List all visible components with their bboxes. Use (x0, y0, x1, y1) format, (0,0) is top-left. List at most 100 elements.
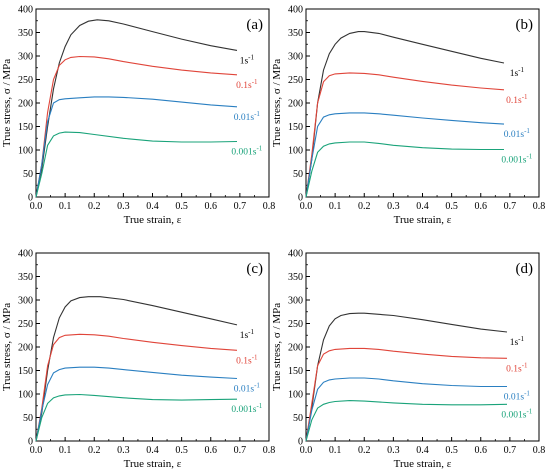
x-tick-label: 0.4 (146, 445, 159, 456)
y-tick-label: 50 (293, 169, 303, 180)
series-label: 1s-1 (240, 53, 255, 66)
series-label: 0.1s-1 (236, 78, 258, 91)
x-tick-label: 0.7 (504, 445, 517, 456)
series-line (305, 347, 508, 442)
chart-panel-2: 0.0 0.1 0.2 0.3 0.4 0.5 0.6 0.7 0.8 0 50 100 150 200 2… (271, 5, 545, 227)
x-tick-label: 0.2 (88, 201, 101, 212)
x-tick-label: 0.8 (263, 201, 276, 212)
x-tick-label: 0.2 (358, 445, 371, 456)
y-tick-label: 400 (288, 5, 303, 16)
series-label: 0.01s-1 (234, 381, 261, 394)
x-tick-label: 0.8 (533, 201, 546, 212)
x-axis-title: True strain, ε (124, 458, 182, 470)
series-label: 0.001s-1 (501, 407, 532, 420)
y-tick-label: 0 (28, 193, 33, 204)
y-tick-label: 300 (18, 52, 33, 63)
x-tick-label: 0.0 (30, 201, 43, 212)
x-tick-label: 0.5 (445, 445, 458, 456)
y-tick-label: 300 (288, 52, 303, 63)
series-line (305, 31, 505, 198)
series-line (35, 131, 238, 198)
series-line (35, 19, 238, 198)
plot-frame (35, 8, 270, 198)
series-label: 0.1s-1 (506, 361, 528, 374)
x-tick-label: 0.0 (300, 201, 313, 212)
plot-frame (305, 8, 540, 198)
y-tick-label: 300 (18, 296, 33, 307)
x-tick-label: 0.4 (146, 201, 159, 212)
x-tick-label: 0.3 (387, 201, 400, 212)
x-tick-label: 0.6 (475, 445, 488, 456)
y-tick-label: 100 (288, 390, 303, 401)
y-tick-label: 350 (288, 272, 303, 283)
x-tick-label: 0.6 (475, 201, 488, 212)
x-tick-label: 0.6 (205, 445, 218, 456)
y-tick-label: 200 (288, 343, 303, 354)
x-tick-label: 0.0 (300, 445, 313, 456)
x-tick-label: 0.7 (234, 201, 247, 212)
y-tick-label: 50 (293, 413, 303, 424)
series-line (305, 72, 505, 198)
series-label: 1s-1 (510, 66, 525, 79)
series-label: 0.001s-1 (231, 145, 262, 158)
y-tick-label: 200 (288, 99, 303, 110)
series-line (35, 96, 238, 198)
series-label: 1s-1 (240, 328, 255, 341)
x-tick-label: 0.1 (329, 445, 342, 456)
x-tick-label: 0.1 (59, 201, 72, 212)
series-line (35, 296, 238, 442)
chart-panel-1: 0.0 0.1 0.2 0.3 0.4 0.5 0.6 0.7 0.8 0 50 100 150 200 2… (1, 5, 275, 227)
panel-label: (b) (516, 17, 534, 33)
series-label: 0.001s-1 (501, 153, 532, 166)
x-tick-label: 0.1 (59, 445, 72, 456)
series-line (305, 400, 508, 442)
x-tick-label: 0.4 (416, 445, 429, 456)
x-axis-title: True strain, ε (394, 214, 452, 226)
chart-panel-4: 0.0 0.1 0.2 0.3 0.4 0.5 0.6 0.7 0.8 0 50 100 150 200 2… (271, 249, 545, 471)
series-label: 0.1s-1 (506, 93, 528, 106)
y-tick-label: 250 (288, 319, 303, 330)
y-tick-label: 50 (23, 413, 33, 424)
x-tick-label: 0.3 (117, 201, 130, 212)
series-line (35, 366, 238, 442)
x-tick-label: 0.5 (175, 445, 188, 456)
y-tick-label: 350 (18, 28, 33, 39)
series-label: 0.001s-1 (231, 402, 262, 415)
chart-panel-3: 0.0 0.1 0.2 0.3 0.4 0.5 0.6 0.7 0.8 0 50 100 150 200 2… (1, 249, 275, 471)
y-tick-label: 100 (288, 146, 303, 157)
x-tick-label: 0.5 (445, 201, 458, 212)
y-tick-label: 150 (18, 122, 33, 133)
y-tick-label: 150 (18, 366, 33, 377)
x-tick-label: 0.0 (30, 445, 43, 456)
y-tick-label: 0 (28, 437, 33, 448)
y-tick-label: 400 (18, 5, 33, 16)
x-tick-label: 0.5 (175, 201, 188, 212)
series-line (305, 377, 507, 442)
y-tick-label: 50 (23, 169, 33, 180)
series-line (35, 333, 238, 442)
y-tick-label: 250 (18, 75, 33, 86)
y-tick-label: 0 (298, 437, 303, 448)
x-tick-label: 0.2 (358, 201, 371, 212)
series-line (35, 55, 238, 198)
y-tick-label: 300 (288, 296, 303, 307)
panel-label: (a) (246, 17, 263, 33)
x-tick-label: 0.3 (387, 445, 400, 456)
y-tick-label: 400 (288, 249, 303, 260)
y-tick-label: 350 (288, 28, 303, 39)
y-axis-title: True stress, σ / MPa (271, 303, 283, 391)
series-label: 0.01s-1 (504, 127, 531, 140)
y-tick-label: 250 (288, 75, 303, 86)
x-tick-label: 0.2 (88, 445, 101, 456)
series-label: 1s-1 (510, 335, 525, 348)
x-axis-title: True strain, ε (394, 458, 452, 470)
y-tick-label: 350 (18, 272, 33, 283)
panel-label: (d) (516, 261, 534, 277)
x-tick-label: 0.8 (533, 445, 546, 456)
y-tick-label: 100 (18, 146, 33, 157)
x-tick-label: 0.1 (329, 201, 342, 212)
y-tick-label: 100 (18, 390, 33, 401)
x-tick-label: 0.4 (416, 201, 429, 212)
y-axis-title: True stress, σ / MPa (271, 59, 283, 147)
